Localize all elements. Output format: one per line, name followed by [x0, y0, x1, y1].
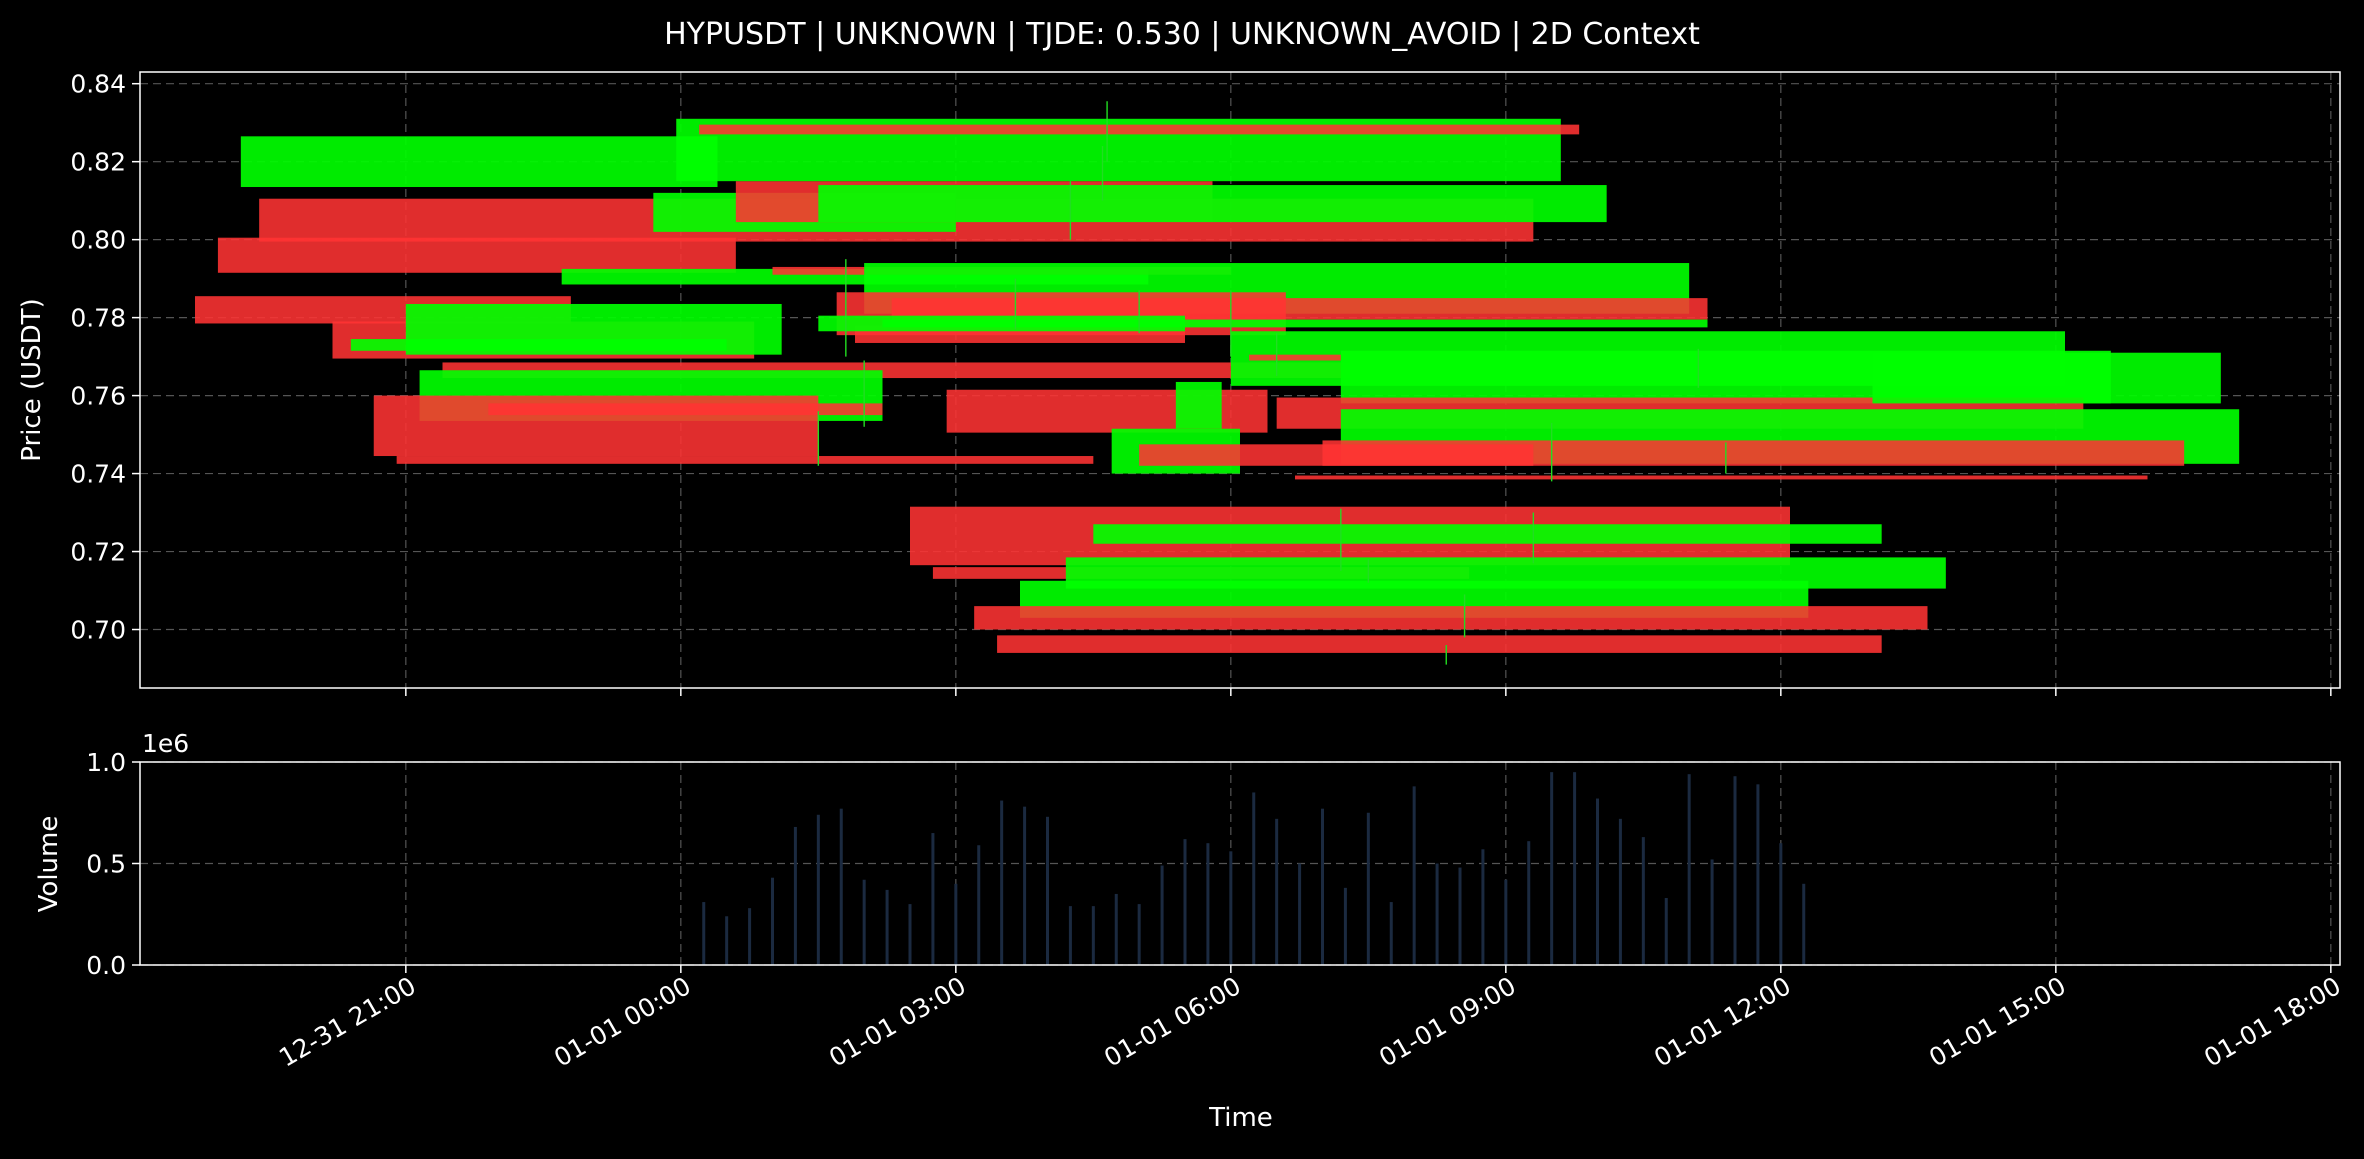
volume-bar — [1275, 818, 1279, 965]
candle-down — [1295, 475, 2148, 480]
volume-bar — [1573, 772, 1577, 965]
price-y-tick-label: 0.70 — [70, 616, 126, 645]
price-x-ticks — [405, 688, 2332, 696]
volume-bar — [1389, 902, 1393, 965]
candle-down — [396, 456, 1094, 464]
volume-bar — [1366, 812, 1370, 965]
volume-bar — [1481, 849, 1485, 965]
volume-bar — [1206, 843, 1210, 965]
volume-y-ticks: 0.0 0.5 1.0 — [86, 748, 140, 980]
volume-y-tick-label: 0.5 — [86, 850, 126, 879]
volume-bar — [1160, 865, 1164, 965]
volume-bar — [862, 879, 866, 965]
candle-down — [997, 635, 1882, 653]
volume-bar — [1435, 863, 1439, 965]
price-candles — [195, 118, 2240, 653]
price-panel-frame — [139, 71, 2341, 689]
volume-bar — [702, 902, 706, 965]
volume-bar — [725, 916, 729, 965]
price-y-tick-label: 0.80 — [70, 226, 126, 255]
price-y-tick-label: 0.76 — [70, 382, 126, 411]
volume-bar — [1114, 893, 1118, 965]
candle-up — [1872, 352, 2221, 404]
volume-offset-label: 1e6 — [142, 729, 189, 758]
candle-down — [1249, 354, 1341, 361]
volume-bar — [1733, 776, 1737, 965]
volume-bar — [931, 833, 935, 965]
volume-bar — [1710, 859, 1714, 965]
volume-bar — [1550, 772, 1554, 965]
volume-bar — [908, 904, 912, 965]
volume-bar — [1458, 867, 1462, 965]
price-y-tick-label: 0.74 — [70, 460, 126, 489]
volume-bar — [954, 883, 958, 965]
chart-title: HYPUSDT | UNKNOWN | TJDE: 0.530 | UNKNOW… — [664, 17, 1700, 52]
volume-bar — [839, 808, 843, 965]
volume-bar — [1802, 883, 1806, 965]
volume-bar — [793, 826, 797, 965]
candle-up — [818, 185, 1607, 223]
volume-bar — [1596, 798, 1599, 965]
volume-bar — [1779, 843, 1783, 965]
volume-bar — [1641, 837, 1645, 965]
price-y-tick-label: 0.84 — [70, 70, 126, 99]
volume-bar — [1091, 906, 1095, 965]
candle-up — [882, 319, 1708, 328]
candle-down — [217, 237, 736, 273]
volume-bar — [1000, 800, 1004, 965]
price-y-tick-label: 0.78 — [70, 304, 126, 333]
volume-bar — [1046, 816, 1049, 965]
volume-bar — [771, 877, 774, 965]
volume-bar — [1618, 818, 1622, 965]
candle-down — [488, 403, 883, 416]
volume-bar — [1687, 774, 1691, 965]
volume-bar — [748, 908, 752, 965]
volume-bar — [1321, 808, 1324, 965]
volume-bar — [1664, 898, 1668, 965]
candle-down — [891, 298, 1708, 320]
volume-bar — [1298, 863, 1302, 965]
volume-bar — [1229, 851, 1233, 965]
volume-bar — [885, 889, 889, 965]
volume-bar — [1252, 792, 1256, 965]
x-axis-label: Time — [1208, 1103, 1273, 1133]
volume-bar — [1068, 906, 1072, 965]
volume-bars — [702, 772, 1806, 965]
price-y-tick-label: 0.72 — [70, 538, 126, 567]
price-wicks — [817, 101, 1727, 665]
volume-bar — [1183, 839, 1187, 965]
volume-bar — [1023, 806, 1027, 965]
candle-up — [350, 339, 727, 351]
volume-bar — [816, 814, 820, 965]
volume-bar — [1137, 904, 1141, 965]
price-y-ticks: 0.70 0.72 0.74 0.76 0.78 0.80 0.82 0.84 — [70, 70, 140, 645]
candle-up — [1175, 381, 1222, 429]
price-y-tick-label: 0.82 — [70, 148, 126, 177]
volume-bar — [1343, 887, 1347, 965]
volume-bar — [977, 845, 981, 965]
volume-bar — [1756, 784, 1760, 965]
volume-bar — [1504, 879, 1508, 965]
volume-y-tick-label: 0.0 — [86, 951, 126, 980]
candle-up — [240, 136, 718, 188]
volume-bar — [1412, 786, 1416, 965]
candle-down — [699, 124, 1580, 135]
volume-y-axis-label: Volume — [34, 816, 64, 913]
volume-y-tick-label: 1.0 — [86, 748, 126, 777]
candle-up — [1093, 524, 1882, 544]
candle-down — [974, 606, 1928, 630]
candle-down — [1139, 444, 1534, 466]
price-y-axis-label: Price (USDT) — [17, 298, 47, 461]
volume-bar — [1527, 841, 1531, 965]
